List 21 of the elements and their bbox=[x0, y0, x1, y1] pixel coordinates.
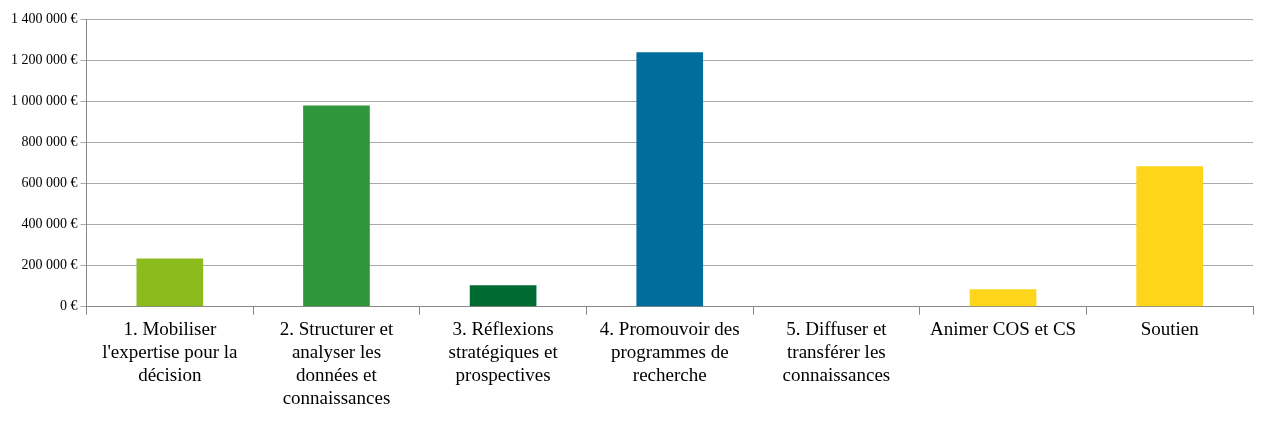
bar bbox=[469, 285, 537, 307]
y-tick-label: 400 000 € bbox=[21, 216, 78, 232]
x-tick-label: 1. Mobiliser l'expertise pour la décision bbox=[102, 318, 239, 385]
y-tick-label: 600 000 € bbox=[21, 175, 78, 191]
bar bbox=[1136, 166, 1204, 307]
y-tick-label: 200 000 € bbox=[21, 257, 78, 273]
bar bbox=[136, 258, 204, 307]
x-tick-label: 5. Diffuser et transférer les connaissances bbox=[782, 318, 891, 385]
x-tick-label: Soutien bbox=[1140, 318, 1200, 340]
bar bbox=[303, 105, 370, 307]
y-tick-label: 0 € bbox=[60, 298, 78, 314]
x-tick-label: 2. Structurer et analyser les données et connaissances bbox=[279, 318, 394, 408]
x-tick-label: 3. Réflexions stratégiques et prospectives bbox=[448, 318, 559, 385]
bar bbox=[636, 52, 704, 307]
y-tick-label: 1 200 000 € bbox=[11, 52, 78, 68]
x-tick-label: Animer COS et CS bbox=[929, 318, 1077, 340]
bar bbox=[969, 289, 1037, 307]
x-tick-label: 4. Promouvoir des programmes de recherche bbox=[599, 318, 740, 385]
y-tick-label: 800 000 € bbox=[21, 134, 78, 150]
y-tick-label: 1 400 000 € bbox=[11, 11, 78, 27]
y-tick-label: 1 000 000 € bbox=[11, 93, 78, 109]
